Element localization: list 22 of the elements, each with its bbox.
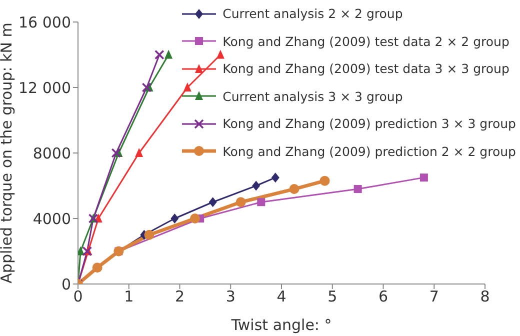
legend-label: Kong and Zhang (2009) test data 3 × 3 group xyxy=(222,61,510,76)
legend-label: Kong and Zhang (2009) prediction 2 × 2 group xyxy=(222,144,516,159)
x-tick-label: 0 xyxy=(73,288,83,306)
x-tick-label: 5 xyxy=(328,288,338,306)
x-tick-label: 1 xyxy=(124,288,134,306)
x-tick-label: 4 xyxy=(276,288,286,306)
y-tick-label: 12 000 xyxy=(18,78,71,97)
x-tick-label: 7 xyxy=(429,288,439,306)
x-tick-label: 2 xyxy=(174,288,185,306)
x-axis-title: Twist angle: ° xyxy=(230,316,332,334)
legend-label: Kong and Zhang (2009) prediction 3 × 3 group xyxy=(222,116,516,132)
x-tick-label: 3 xyxy=(226,288,236,306)
y-tick-label: 4000 xyxy=(32,210,71,228)
x-tick-label: 6 xyxy=(378,288,388,306)
legend-label: Current analysis 2 × 2 group xyxy=(222,6,403,22)
y-tick-label: 8000 xyxy=(32,144,71,162)
y-axis-title: Applied torque on the group: kN m xyxy=(0,22,16,284)
x-tick-label: 8 xyxy=(480,288,490,306)
y-tick-label: 0 xyxy=(61,275,71,294)
y-tick-label: 16 000 xyxy=(18,13,71,32)
legend-label: Current analysis 3 × 3 group xyxy=(222,88,403,104)
legend-label: Kong and Zhang (2009) test data 2 × 2 group xyxy=(222,34,510,49)
